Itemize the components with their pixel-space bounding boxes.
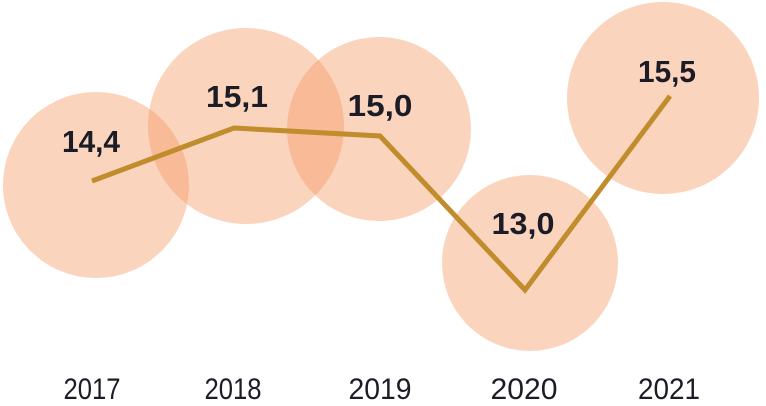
x-axis-labels-layer: 2017 2018 2019 2020 2021 (64, 373, 701, 406)
value-labels-layer: 14,4 15,1 15,0 13,0 15,5 (62, 54, 696, 241)
bubbles-layer (3, 2, 759, 351)
bubble-2021 (567, 2, 759, 194)
x-axis-label-2019: 2019 (349, 373, 412, 406)
bubble-2020 (442, 175, 618, 351)
x-axis-label-2021: 2021 (638, 373, 700, 406)
value-label-2021: 15,5 (638, 54, 696, 89)
bubble-2017 (3, 92, 189, 278)
bubble-2018 (148, 28, 344, 224)
value-label-2019: 15,0 (348, 88, 413, 123)
value-label-2018: 15,1 (206, 79, 268, 114)
x-axis-label-2018: 2018 (205, 373, 262, 406)
x-axis-label-2020: 2020 (491, 373, 558, 406)
trend-line (91, 94, 673, 294)
bubble-2019 (287, 37, 471, 221)
value-label-2017: 14,4 (62, 124, 121, 159)
value-label-2020: 13,0 (492, 206, 555, 241)
x-axis-label-2017: 2017 (64, 373, 121, 406)
